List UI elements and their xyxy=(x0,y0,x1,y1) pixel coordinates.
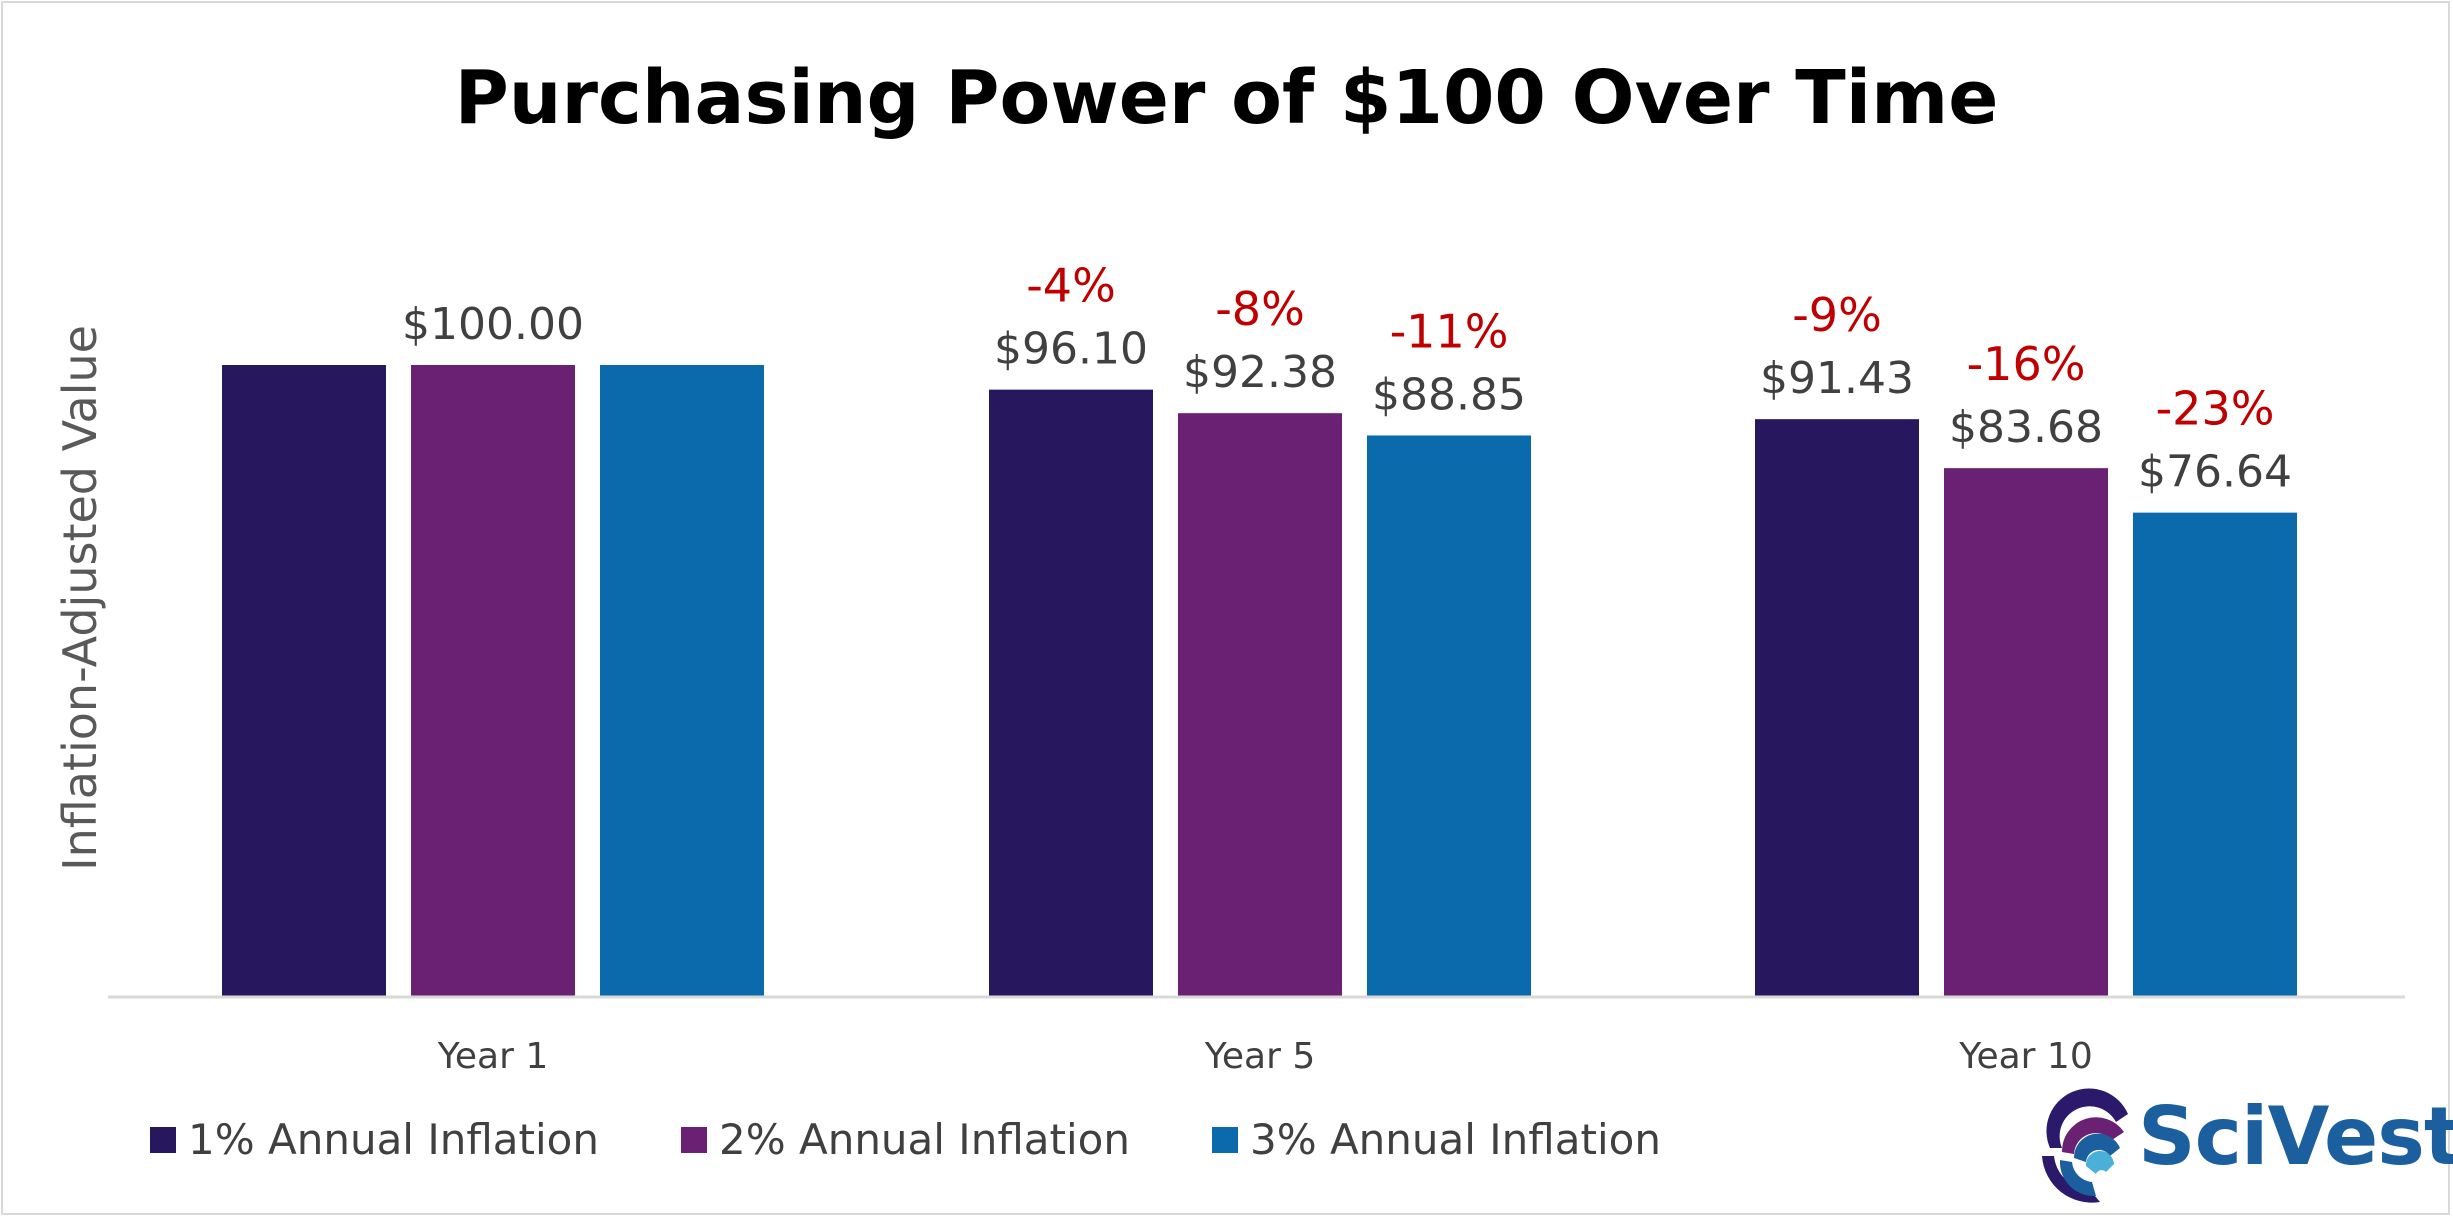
chart-title: Purchasing Power of $100 Over Time xyxy=(454,55,1999,141)
data-labels-group: $100.00 $96.10 -4% $92.38 -8% $88.85 -11% $91.4… xyxy=(402,259,2292,498)
change-label: -4% xyxy=(1026,259,1116,313)
y-axis-label: Inflation-Adjusted Value xyxy=(53,325,107,871)
bars-group xyxy=(222,365,2297,997)
legend-label: 1% Annual Inflation xyxy=(188,1115,599,1164)
scivest-logo: SciVest xyxy=(2030,1086,2453,1204)
logo-text: SciVest xyxy=(2138,1090,2453,1183)
legend: 1% Annual Inflation 2% Annual Inflation 3%… xyxy=(150,1115,1743,1164)
bar-3-3 xyxy=(2133,512,2297,997)
legend-label: 2% Annual Inflation xyxy=(718,1115,1130,1164)
bar-1-2 xyxy=(989,389,1153,997)
change-label: -9% xyxy=(1792,288,1882,342)
change-label: -16% xyxy=(1967,337,2086,391)
scivest-swirl-logo-icon xyxy=(2042,1088,2128,1203)
legend-label: 3% Annual Inflation xyxy=(1249,1115,1661,1164)
bar-2-1 xyxy=(411,365,575,997)
x-tick-labels-group: Year 1 Year 5 Year 10 xyxy=(437,1036,2093,1077)
legend-swatch xyxy=(1211,1126,1238,1153)
value-label: $88.85 xyxy=(1372,369,1526,420)
bar-2-3 xyxy=(1944,468,2108,997)
legend-item-3: 3% Annual Inflation xyxy=(1211,1115,1661,1164)
legend-swatch xyxy=(680,1126,707,1153)
bar-3-2 xyxy=(1367,435,1531,997)
value-label: $83.68 xyxy=(1949,402,2103,453)
value-label: $96.10 xyxy=(994,324,1148,375)
value-label: $91.43 xyxy=(1760,353,1914,404)
change-label: -23% xyxy=(2156,382,2275,436)
bar-1-1 xyxy=(222,365,386,997)
value-label: $92.38 xyxy=(1183,347,1337,398)
legend-item-1: 1% Annual Inflation xyxy=(150,1115,599,1164)
change-label: -11% xyxy=(1390,304,1509,358)
legend-item-2: 2% Annual Inflation xyxy=(680,1115,1130,1164)
legend-swatch xyxy=(150,1126,176,1153)
x-tick-label: Year 1 xyxy=(437,1036,549,1077)
x-tick-label: Year 10 xyxy=(1958,1036,2092,1077)
x-tick-label: Year 5 xyxy=(1204,1036,1316,1077)
change-label: -8% xyxy=(1215,282,1305,336)
value-label: $76.64 xyxy=(2138,447,2292,498)
value-label: $100.00 xyxy=(402,299,584,350)
bar-1-3 xyxy=(1755,419,1919,997)
bar-2-2 xyxy=(1178,413,1342,997)
bar-3-1 xyxy=(600,365,764,997)
